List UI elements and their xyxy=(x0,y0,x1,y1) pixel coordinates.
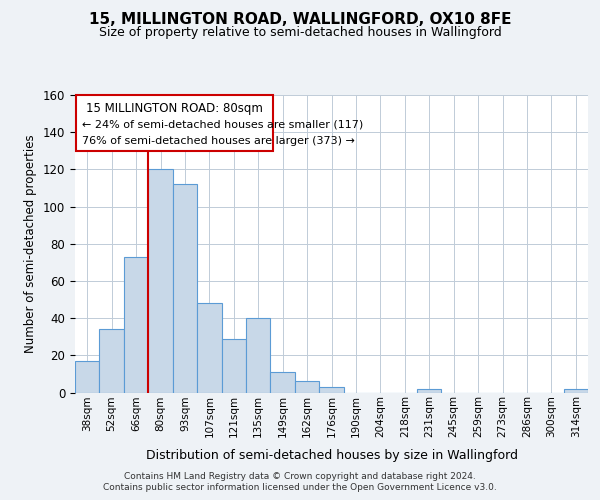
Bar xyxy=(417,389,442,392)
Bar xyxy=(173,184,197,392)
Bar xyxy=(75,361,100,392)
Y-axis label: Number of semi-detached properties: Number of semi-detached properties xyxy=(25,134,37,353)
Bar xyxy=(295,382,319,392)
Bar xyxy=(221,338,246,392)
Bar xyxy=(319,387,344,392)
Bar xyxy=(197,303,221,392)
Bar xyxy=(124,257,148,392)
X-axis label: Distribution of semi-detached houses by size in Wallingford: Distribution of semi-detached houses by … xyxy=(146,448,517,462)
Bar xyxy=(100,330,124,392)
Bar xyxy=(148,170,173,392)
FancyBboxPatch shape xyxy=(76,95,273,151)
Text: 76% of semi-detached houses are larger (373) →: 76% of semi-detached houses are larger (… xyxy=(82,136,355,146)
Text: Contains HM Land Registry data © Crown copyright and database right 2024.: Contains HM Land Registry data © Crown c… xyxy=(124,472,476,481)
Bar xyxy=(563,389,588,392)
Text: ← 24% of semi-detached houses are smaller (117): ← 24% of semi-detached houses are smalle… xyxy=(82,119,364,129)
Text: Size of property relative to semi-detached houses in Wallingford: Size of property relative to semi-detach… xyxy=(98,26,502,39)
Bar xyxy=(246,318,271,392)
Bar xyxy=(271,372,295,392)
Text: 15, MILLINGTON ROAD, WALLINGFORD, OX10 8FE: 15, MILLINGTON ROAD, WALLINGFORD, OX10 8… xyxy=(89,12,511,28)
Text: 15 MILLINGTON ROAD: 80sqm: 15 MILLINGTON ROAD: 80sqm xyxy=(86,102,263,116)
Text: Contains public sector information licensed under the Open Government Licence v3: Contains public sector information licen… xyxy=(103,483,497,492)
